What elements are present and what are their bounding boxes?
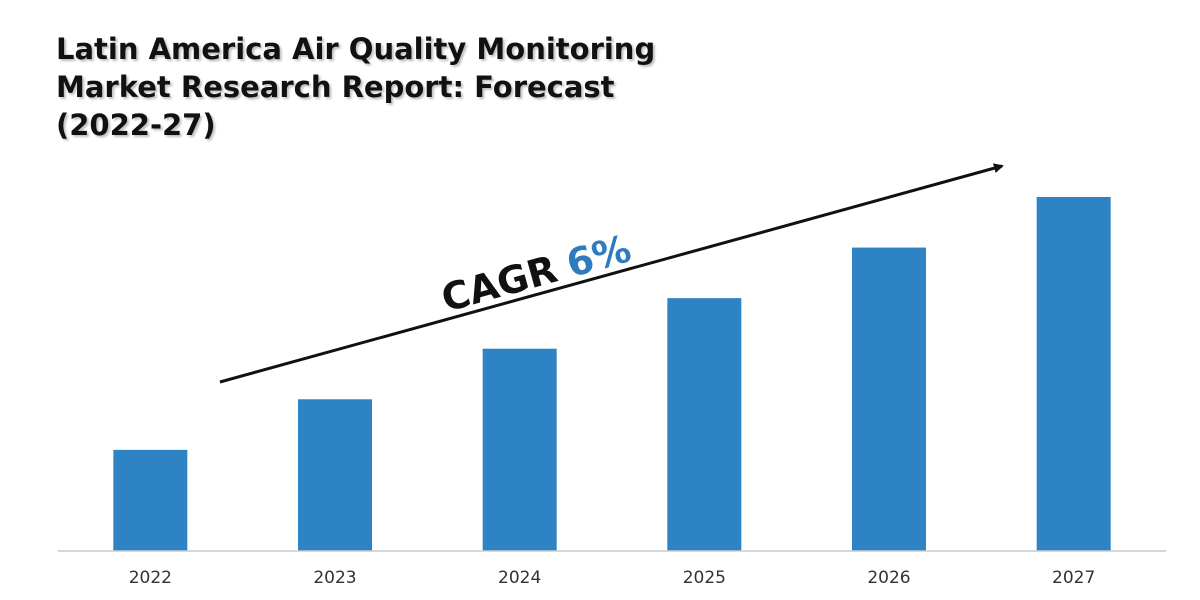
x-tick-label-2024: 2024 — [498, 568, 541, 588]
chart-title-line-3: (2022-27) — [56, 108, 216, 142]
bar-2025 — [667, 298, 742, 551]
cagr-annotation: CAGR6% — [437, 226, 636, 320]
cagr-value: 6% — [562, 226, 636, 286]
cagr-label: CAGR — [437, 247, 562, 321]
bar-2026 — [852, 247, 926, 552]
bar-2023 — [298, 399, 372, 551]
bar-2022 — [113, 449, 188, 551]
trend-arrow — [219, 163, 1004, 384]
chart-title: Latin America Air Quality Monitoring Mar… — [56, 30, 676, 144]
x-tick-label-2023: 2023 — [313, 568, 356, 588]
chart-title-line-1: Latin America Air Quality Monitoring — [56, 32, 656, 66]
bar-2024 — [482, 348, 557, 551]
x-tick-label-2022: 2022 — [129, 568, 172, 588]
x-tick-labels: 2022 2023 2024 2025 2026 2027 — [129, 568, 1096, 588]
bar-2027 — [1036, 197, 1111, 551]
chart-title-line-2: Market Research Report: Forecast — [56, 70, 615, 104]
x-tick-label-2026: 2026 — [867, 568, 910, 588]
x-tick-label-2025: 2025 — [683, 568, 726, 588]
bars-group — [113, 197, 1111, 552]
x-tick-label-2027: 2027 — [1052, 568, 1095, 588]
